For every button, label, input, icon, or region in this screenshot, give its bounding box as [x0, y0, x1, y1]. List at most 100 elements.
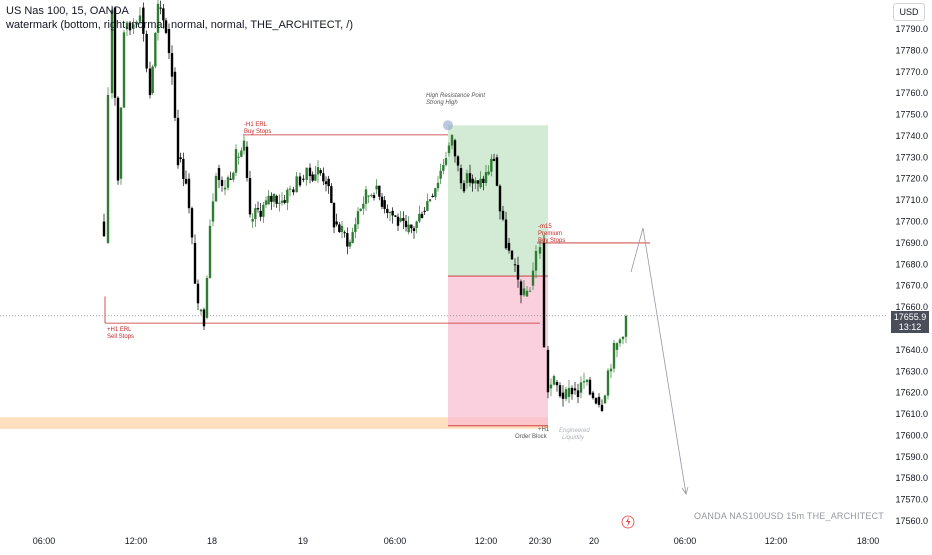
- candle-body: [151, 66, 154, 94]
- price-axis[interactable]: 17790.0 17780.0 17770.0 17760.0 17750.0 17740…: [888, 0, 932, 530]
- candles-group: [102, 0, 628, 413]
- liquidity-label: Liquidity: [562, 435, 585, 441]
- time-tick-label: 12:00: [765, 536, 788, 546]
- candle-body: [407, 224, 410, 233]
- candle-body: [479, 178, 482, 188]
- candle-body: [182, 158, 185, 179]
- candle-body: [343, 232, 346, 234]
- candle-body: [237, 156, 240, 158]
- candle-body: [116, 97, 120, 181]
- candle-body: [354, 224, 357, 233]
- watermark-text: OANDA NAS100USD 15m THE_ARCHITECT: [694, 511, 884, 521]
- candle-body: [594, 398, 598, 404]
- candle-body: [154, 32, 157, 67]
- time-tick-label: 06:00: [384, 536, 407, 546]
- candle-body: [476, 180, 480, 184]
- projection-arrowhead: [681, 486, 689, 495]
- candle-body: [142, 7, 145, 34]
- candle-body: [251, 218, 254, 222]
- current-price-badge: 17655.9 13:12: [891, 311, 929, 333]
- time-tick-label: 20: [589, 536, 599, 546]
- candle-body: [375, 185, 378, 190]
- price-tick-label: 17640.0: [895, 345, 928, 355]
- candle-body: [468, 173, 472, 183]
- candle-body: [558, 385, 562, 397]
- candle-body: [426, 201, 429, 211]
- symbol-title[interactable]: US Nas 100, 15, OANDA: [6, 5, 129, 17]
- time-tick-label: 12:00: [475, 536, 498, 546]
- candle-body: [327, 178, 330, 187]
- h1-erl-buy-sub: Buy Stops: [244, 129, 271, 135]
- candle-body: [465, 173, 469, 184]
- candle-body: [308, 167, 312, 177]
- candle-body: [561, 392, 565, 399]
- candle-body: [420, 213, 424, 219]
- candle-body: [226, 177, 230, 188]
- candle-body: [340, 225, 344, 233]
- time-tick-label: 20:30: [529, 536, 552, 546]
- candle-body: [234, 149, 238, 173]
- candle-body: [531, 270, 535, 286]
- candle-body: [507, 242, 511, 251]
- time-tick-label: 06:00: [674, 536, 697, 546]
- candle-body: [423, 210, 426, 212]
- candle-body: [295, 176, 298, 193]
- high-point-marker: [443, 120, 453, 131]
- candle-body: [591, 392, 595, 399]
- chart-pane[interactable]: -H1 ERL Buy Stops +H1 ERL Sell Stops High Re…: [0, 0, 888, 530]
- time-axis[interactable]: 06:00 12:00 18 19 06:00 12:00 20:30 20 06:00 12:0…: [0, 530, 888, 550]
- candle-body: [202, 309, 206, 327]
- candle-body: [525, 290, 529, 297]
- candle-body: [242, 140, 246, 151]
- candle-body: [522, 288, 526, 296]
- candle-body: [516, 264, 520, 280]
- candle-body: [264, 200, 268, 205]
- demand-zone: [0, 417, 548, 429]
- candle-body: [229, 178, 232, 180]
- candle-body: [113, 7, 117, 98]
- candle-body: [394, 215, 397, 217]
- currency-button[interactable]: USD: [893, 3, 925, 21]
- h1-erl-sell-sub: Sell Stops: [107, 334, 134, 340]
- candle-body: [145, 33, 148, 69]
- candle-body: [176, 117, 180, 166]
- engineered-label: Engineered: [559, 428, 590, 434]
- candle-body: [196, 283, 200, 304]
- candle-body: [122, 32, 126, 108]
- candle-body: [519, 281, 523, 296]
- candle-body: [275, 195, 278, 204]
- price-tick-label: 17580.0: [895, 473, 928, 483]
- candle-body: [606, 370, 610, 396]
- candle-body: [119, 107, 123, 179]
- price-tick-label: 17670.0: [895, 281, 928, 291]
- candle-body: [324, 181, 328, 185]
- candle-body: [447, 145, 451, 154]
- candle-body: [412, 228, 416, 232]
- premium-buy-stops-label: Buy Stops: [538, 238, 565, 244]
- candle-body: [179, 157, 182, 159]
- candle-body: [579, 382, 583, 393]
- candle-body: [498, 185, 502, 212]
- candle-body: [428, 199, 432, 202]
- candle-body: [173, 71, 177, 118]
- candle-body: [618, 339, 622, 344]
- candle-body: [356, 211, 360, 225]
- candle-body: [439, 170, 442, 179]
- candle-body: [453, 140, 457, 157]
- price-tick-label: 17690.0: [895, 238, 928, 248]
- candle-body: [386, 208, 389, 213]
- candle-body: [351, 232, 354, 243]
- candle-body: [415, 221, 418, 228]
- candle-body: [314, 174, 317, 181]
- h1-erl-sell-label: +H1 ERL: [107, 327, 132, 333]
- candle-body: [254, 208, 257, 219]
- candle-body: [270, 195, 273, 202]
- h1-erl-buy-label: -H1 ERL: [244, 122, 268, 128]
- watermark-study-legend[interactable]: watermark (bottom, right, normal, normal…: [6, 19, 353, 31]
- candle-body: [552, 376, 556, 385]
- candle-body: [396, 216, 400, 226]
- candle-body: [102, 221, 106, 237]
- premium-label: Premium: [538, 231, 562, 237]
- candle-body: [292, 189, 295, 193]
